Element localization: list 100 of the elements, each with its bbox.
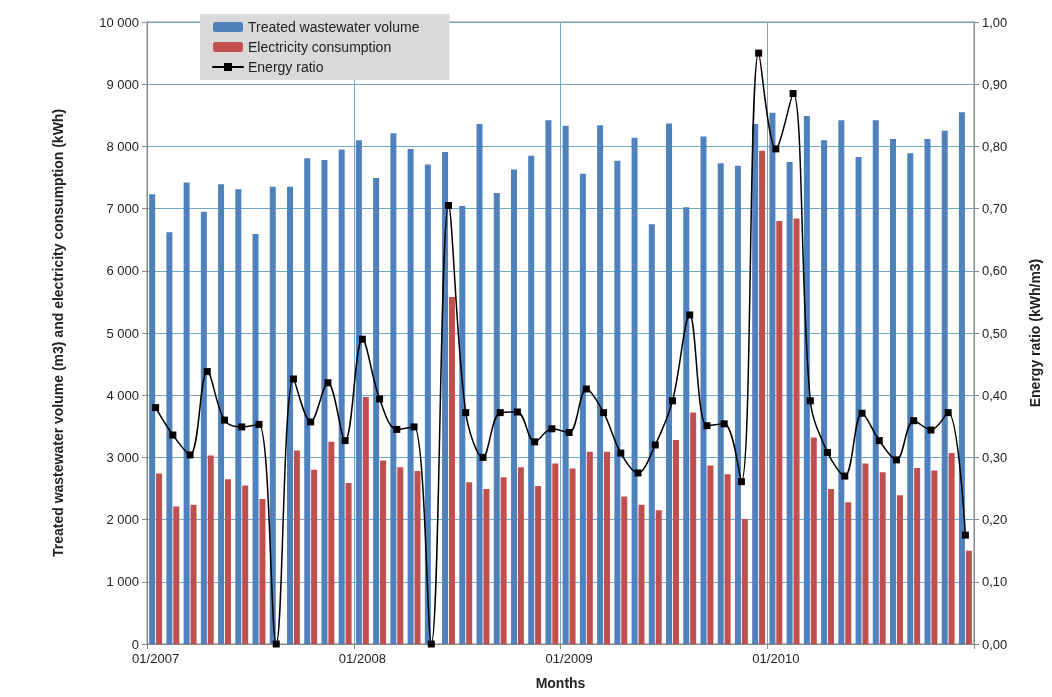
bar — [562, 125, 569, 644]
bar — [397, 467, 404, 644]
bar — [614, 160, 621, 644]
point — [427, 640, 435, 648]
point — [875, 437, 883, 445]
bar — [380, 460, 387, 644]
y-tick-label: 8 000 — [106, 138, 139, 154]
bar — [717, 163, 724, 644]
x-tick-label: 01/2007 — [132, 651, 180, 666]
bar — [948, 453, 955, 644]
x-tick-label: 01/2008 — [338, 651, 386, 666]
y2-tick-label: 0,80 — [982, 138, 1008, 154]
bar — [166, 232, 173, 644]
point — [927, 426, 935, 434]
bar — [218, 184, 225, 644]
x-tick-label: 01/2009 — [545, 651, 593, 666]
bar — [786, 161, 793, 644]
bar — [828, 489, 834, 644]
bar — [466, 482, 473, 644]
y2-tick-label: 0,20 — [982, 512, 1008, 528]
point — [858, 409, 866, 417]
y-tick-label: 6 000 — [106, 263, 139, 279]
point — [824, 448, 832, 456]
point — [720, 420, 728, 428]
bar — [707, 465, 714, 644]
bar — [690, 412, 697, 644]
point — [272, 640, 280, 648]
bar — [941, 130, 948, 644]
point — [600, 409, 608, 417]
point — [221, 416, 229, 424]
bar — [269, 186, 276, 644]
bar — [638, 504, 645, 644]
point — [445, 201, 453, 209]
bar — [183, 182, 190, 644]
bar — [597, 125, 604, 644]
y-tick-label: 4 000 — [106, 387, 139, 403]
y-axis-title: Treated wastewater volume (m3) and electricity consumption (kWh) — [50, 108, 66, 558]
bar — [838, 120, 845, 644]
bar — [604, 451, 611, 644]
y2-tick-label: 0,50 — [982, 325, 1008, 341]
y2-tick-label: 0,90 — [982, 76, 1008, 92]
point — [169, 431, 177, 439]
point — [496, 409, 504, 417]
bar — [500, 477, 507, 644]
bar — [769, 112, 776, 644]
bar — [845, 502, 852, 644]
bar — [311, 469, 318, 644]
bar — [803, 115, 810, 644]
point — [376, 395, 384, 403]
bar — [483, 489, 490, 644]
bar — [259, 499, 266, 644]
bar — [890, 138, 897, 644]
point — [617, 449, 625, 457]
bar — [872, 120, 879, 644]
point — [410, 423, 418, 431]
y-tick-label: 1 000 — [106, 574, 139, 590]
point — [892, 456, 900, 464]
bar — [355, 140, 362, 644]
y2-axis-title: Energy ratio (kWh/m3) — [1027, 258, 1043, 408]
bar — [321, 160, 328, 644]
bar — [862, 463, 869, 644]
bar — [224, 479, 231, 644]
bar — [914, 467, 921, 644]
bar — [879, 472, 886, 644]
point — [393, 425, 401, 433]
bar — [448, 296, 455, 644]
point — [944, 409, 952, 417]
point — [238, 423, 246, 431]
bar — [586, 451, 593, 644]
bar — [173, 506, 180, 644]
bar — [569, 468, 576, 644]
bar — [672, 439, 679, 644]
bar — [648, 224, 655, 644]
bar — [907, 153, 914, 644]
bar — [442, 152, 449, 644]
bar — [759, 150, 766, 644]
point — [582, 385, 590, 393]
point — [289, 375, 297, 383]
point — [668, 397, 676, 405]
y2-tick-label: 0,60 — [982, 263, 1008, 279]
bar — [459, 206, 466, 644]
bar — [655, 510, 662, 644]
point — [462, 409, 470, 417]
y2-tick-label: 1,00 — [982, 14, 1008, 30]
y2-tick-label: 0,30 — [982, 449, 1008, 465]
bar — [666, 123, 673, 644]
point — [565, 429, 573, 437]
bar — [734, 165, 741, 644]
point — [186, 451, 194, 459]
bar — [328, 441, 335, 644]
bar — [149, 194, 156, 644]
bar — [896, 495, 903, 644]
y-tick-label: 5 000 — [106, 325, 139, 341]
point — [806, 397, 814, 405]
bar — [242, 485, 249, 644]
point — [548, 425, 556, 433]
x-tick-label: 01/2010 — [752, 651, 800, 666]
bar — [741, 518, 748, 644]
bar — [493, 193, 500, 644]
point — [634, 469, 642, 477]
